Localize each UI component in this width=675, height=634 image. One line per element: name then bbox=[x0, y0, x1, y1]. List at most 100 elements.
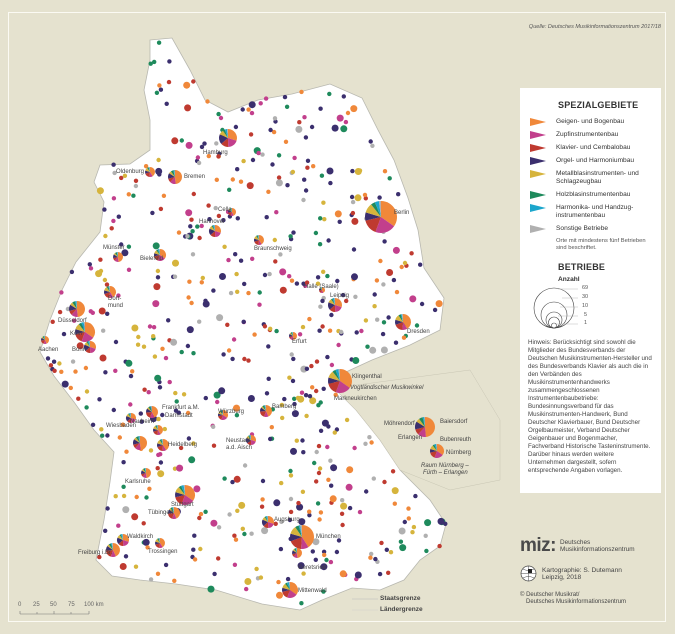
business-dot bbox=[297, 562, 305, 570]
business-dot bbox=[230, 177, 235, 182]
business-dot bbox=[347, 505, 353, 511]
business-dot bbox=[292, 401, 297, 407]
business-dot bbox=[90, 422, 96, 427]
city-label: Celle bbox=[218, 207, 232, 213]
business-dot bbox=[152, 300, 160, 308]
business-dot bbox=[119, 175, 124, 181]
business-dot bbox=[274, 210, 279, 215]
pie-slice bbox=[43, 340, 47, 344]
pie-slice bbox=[157, 440, 163, 445]
place-year: Leipzig, 2018 bbox=[542, 573, 582, 581]
business-dot bbox=[266, 189, 271, 194]
business-dot bbox=[307, 513, 312, 518]
business-dot bbox=[166, 318, 171, 323]
pie-slice bbox=[117, 537, 123, 544]
business-dot bbox=[353, 294, 358, 299]
pie-slice bbox=[147, 407, 152, 412]
business-dot bbox=[178, 445, 184, 451]
business-dot bbox=[273, 259, 278, 264]
miz-logo: miz: Deutsches Musikinformationszentrum bbox=[520, 535, 660, 557]
business-dot bbox=[138, 411, 143, 416]
business-dot bbox=[122, 506, 130, 514]
business-dot bbox=[341, 94, 346, 99]
org-line: Musikinformationszentrum bbox=[560, 546, 635, 553]
pie-slice bbox=[286, 582, 290, 590]
size-circle-1 bbox=[551, 322, 557, 329]
business-dot bbox=[126, 267, 132, 272]
business-dot bbox=[238, 501, 246, 509]
business-dot bbox=[390, 469, 396, 474]
business-dot bbox=[377, 195, 382, 200]
business-dot bbox=[296, 503, 304, 511]
business-dot bbox=[213, 391, 221, 399]
business-dot bbox=[163, 562, 169, 568]
pie-slice bbox=[133, 443, 140, 449]
legend-item: Sonstige Betriebe bbox=[528, 225, 653, 233]
business-dot bbox=[388, 550, 394, 555]
pie-slice bbox=[375, 217, 395, 234]
pie-slice bbox=[222, 129, 228, 138]
business-dot bbox=[216, 525, 222, 530]
pie-slice bbox=[285, 582, 290, 590]
business-dot bbox=[268, 127, 273, 133]
business-dot bbox=[326, 167, 334, 175]
business-dot bbox=[238, 179, 244, 184]
business-dot bbox=[246, 182, 254, 190]
business-dot bbox=[184, 104, 192, 112]
business-dot bbox=[222, 476, 227, 481]
pie-slice bbox=[219, 410, 223, 415]
pie-slice bbox=[143, 468, 146, 473]
pie-slice bbox=[340, 369, 353, 388]
business-dot bbox=[414, 323, 420, 328]
business-dot bbox=[161, 193, 167, 198]
city-pie bbox=[125, 413, 136, 424]
pie-slice bbox=[85, 347, 91, 353]
pie-slice bbox=[401, 314, 403, 322]
business-dot bbox=[351, 217, 359, 225]
business-dot bbox=[328, 180, 333, 186]
city-label: Berlin bbox=[394, 210, 410, 216]
business-dot bbox=[301, 450, 306, 455]
business-dot bbox=[147, 324, 153, 329]
business-dot bbox=[136, 334, 141, 340]
city-label: Bubenreuth bbox=[440, 437, 472, 443]
business-dot bbox=[186, 295, 191, 300]
labeled-note: Orte mit mindestens fünf Betrieben sind … bbox=[556, 238, 646, 251]
pie-slice bbox=[145, 167, 150, 172]
business-dot bbox=[320, 298, 325, 304]
pie-slice bbox=[231, 208, 232, 212]
business-dot bbox=[233, 404, 240, 412]
business-dot bbox=[213, 205, 218, 211]
business-dot bbox=[382, 239, 387, 244]
pie-slice bbox=[169, 508, 174, 513]
pie-slice bbox=[154, 541, 160, 545]
business-dot bbox=[364, 489, 369, 494]
pie-slice bbox=[141, 473, 146, 477]
pie-slice bbox=[219, 130, 228, 138]
copyright: Deutsches Musikinformationszentrum bbox=[526, 599, 627, 605]
business-dot bbox=[316, 443, 322, 449]
business-dot bbox=[335, 278, 340, 284]
business-dot bbox=[191, 79, 196, 84]
business-dot bbox=[233, 537, 239, 542]
pie-slice bbox=[267, 516, 268, 522]
city-pies bbox=[41, 129, 445, 599]
business-dot bbox=[117, 435, 123, 440]
business-dot bbox=[329, 495, 337, 503]
business-dot bbox=[244, 586, 249, 592]
legend-label: Orgel- und Harmoniumbau bbox=[556, 157, 635, 164]
city-pie bbox=[209, 225, 222, 238]
pie-slice bbox=[69, 304, 77, 311]
pie-slice bbox=[395, 319, 403, 325]
city-pie bbox=[145, 167, 155, 177]
category-flag-icon bbox=[530, 118, 546, 126]
city-pie bbox=[154, 249, 167, 261]
pie-slice bbox=[298, 525, 302, 537]
business-dot bbox=[51, 359, 57, 364]
business-dot bbox=[317, 517, 322, 522]
city-pie bbox=[141, 468, 152, 478]
business-dot bbox=[329, 483, 334, 488]
business-dot bbox=[276, 153, 282, 158]
pie-slice bbox=[116, 252, 118, 257]
legend-label: Zupfinstrumentenbau bbox=[556, 131, 619, 138]
